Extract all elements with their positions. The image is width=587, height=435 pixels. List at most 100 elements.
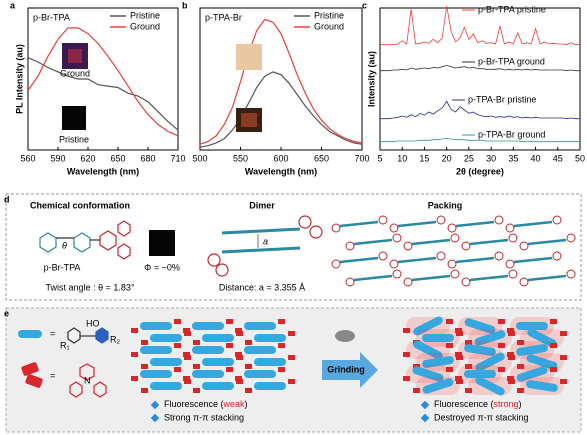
packing-ring	[519, 277, 529, 287]
phenyl	[550, 367, 557, 372]
packing-ring	[345, 241, 355, 251]
inset-photo	[236, 44, 262, 70]
cylinder	[150, 382, 182, 390]
phenyl	[193, 364, 200, 369]
cylinder	[464, 318, 496, 334]
packing-ring	[566, 233, 576, 243]
chart-title: p-Br-TPA	[33, 12, 70, 22]
stacked-packing	[131, 319, 295, 393]
cylinder	[464, 370, 496, 378]
panel-letter: d	[4, 194, 10, 204]
phenyl	[456, 355, 463, 360]
packing-ring	[345, 277, 355, 287]
phenyl	[183, 328, 190, 333]
legend-label: Pristine	[314, 10, 344, 20]
phenyl	[131, 352, 138, 357]
line	[380, 137, 580, 143]
atom: N	[84, 375, 91, 385]
phenyl	[507, 352, 514, 357]
series-label: p-TPA-Br ground	[478, 129, 545, 139]
line	[380, 5, 580, 46]
arrow-label: Grinding	[327, 364, 365, 374]
structure	[67, 327, 109, 398]
x-tick-label: 590	[50, 153, 65, 163]
cylinder	[422, 334, 454, 342]
cylinder	[140, 370, 172, 378]
phenyl	[193, 388, 200, 393]
x-tick-label: 45	[553, 153, 563, 163]
phenyl-icon	[21, 362, 39, 376]
packing-molecule	[527, 274, 567, 282]
cylinder	[413, 340, 443, 360]
x-tick-label: 650	[110, 153, 125, 163]
bullet	[420, 413, 430, 423]
packing-ring	[331, 259, 341, 269]
cylinder	[192, 346, 224, 354]
line	[380, 64, 580, 72]
cylinder	[475, 376, 505, 396]
x-tick-label: 40	[531, 153, 541, 163]
phenyl	[131, 376, 138, 381]
packing-molecule	[353, 238, 393, 246]
packing-molecule	[397, 220, 437, 228]
packing-ring	[461, 277, 471, 287]
phenyl	[455, 376, 462, 381]
arrow	[322, 352, 378, 388]
atom: HO	[86, 318, 100, 328]
phenyl	[226, 367, 233, 372]
packing-ring	[447, 259, 457, 269]
cylinder-icon	[18, 330, 42, 338]
phenyl	[507, 328, 514, 333]
packing-molecule	[397, 256, 437, 264]
packing-ring	[389, 259, 399, 269]
legend-label: Ground	[130, 21, 160, 31]
phenyl	[235, 328, 242, 333]
cylinder	[526, 354, 558, 370]
panel-letter: a	[10, 0, 16, 10]
packing-molecule	[411, 238, 451, 246]
phenyl	[508, 379, 515, 384]
phenyl	[403, 352, 410, 357]
distance: Distance: a = 3.355 Å	[219, 282, 305, 292]
bullet	[150, 400, 160, 410]
x-axis-label: Wavelength (nm)	[245, 166, 317, 176]
x-tick-label: 25	[464, 153, 474, 163]
line	[199, 71, 363, 148]
packing	[331, 215, 576, 287]
phenyl	[498, 367, 505, 372]
packing-ring	[392, 269, 402, 279]
x-tick-label: 10	[397, 153, 407, 163]
panel-letter: b	[182, 0, 188, 10]
phenyl	[184, 331, 191, 336]
mortar	[335, 330, 355, 342]
atom: R₂	[110, 334, 120, 344]
packing-ring	[552, 215, 562, 225]
phenyl	[508, 355, 515, 360]
phenyl	[465, 388, 472, 393]
packing-molecule	[339, 220, 379, 228]
panel-letter: e	[4, 308, 9, 318]
series-label: p-Br-TPA ground	[478, 56, 545, 66]
stacking-destroyed: Destroyed π-π stacking	[434, 412, 528, 422]
packing-molecule	[339, 256, 379, 264]
phenyl	[245, 388, 252, 393]
phenyl	[183, 352, 190, 357]
packing-ring	[508, 233, 518, 243]
cylinder	[192, 370, 224, 378]
atom: R₁	[60, 340, 70, 350]
x-tick-label: 700	[354, 153, 369, 163]
packing-ring	[450, 269, 460, 279]
phenyl	[141, 388, 148, 393]
fluorescence-weak: Fluorescence (weak)	[164, 399, 248, 409]
x-tick-label: 650	[314, 153, 329, 163]
phenyl	[517, 364, 524, 369]
x-tick-label: 35	[508, 153, 518, 163]
phenyl	[456, 331, 463, 336]
packing-molecule	[469, 274, 509, 282]
plot-frame	[379, 7, 581, 151]
cylinder	[192, 322, 224, 330]
phenyl	[403, 376, 410, 381]
phenyl	[560, 355, 567, 360]
phenyl	[288, 379, 295, 384]
